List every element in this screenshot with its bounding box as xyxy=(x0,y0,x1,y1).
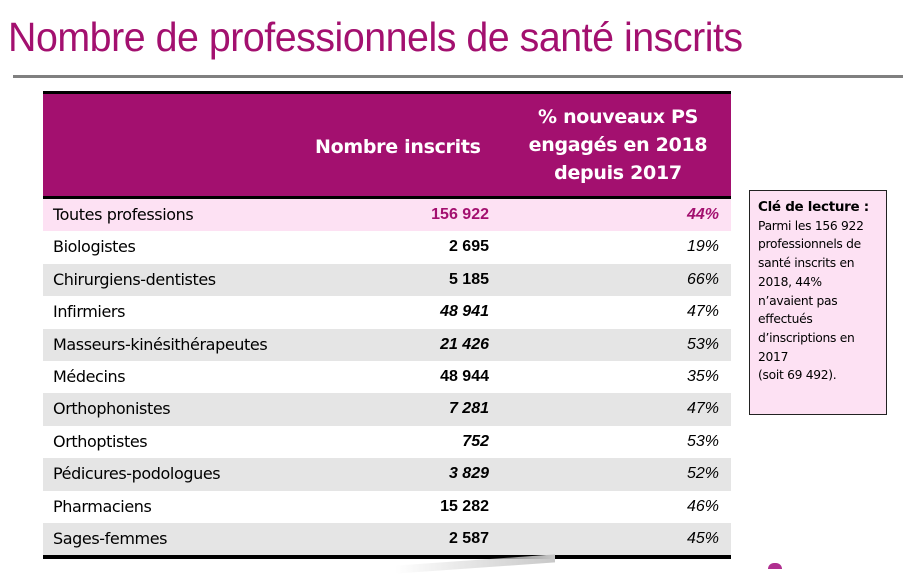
row-count: 5 185 xyxy=(448,270,489,288)
row-name: Médecins xyxy=(53,366,126,386)
row-pct: 47% xyxy=(686,400,719,418)
reading-key-text: Parmi les 156 922 professionnels de sant… xyxy=(758,218,864,383)
table-row: Infirmiers 48 941 47% xyxy=(43,296,731,328)
row-pct: 53% xyxy=(686,432,719,450)
row-count: 156 922 xyxy=(431,206,489,223)
row-count: 2 695 xyxy=(448,238,489,256)
row-count: 48 941 xyxy=(440,303,489,321)
row-count: 7 281 xyxy=(448,400,489,418)
row-pct: 53% xyxy=(686,335,719,353)
header-pct: % nouveaux PS engagés en 2018 depuis 201… xyxy=(528,106,708,184)
table-header: Nombre inscrits % nouveaux PS engagés en… xyxy=(43,94,731,199)
table-row: Chirurgiens-dentistes 5 185 66% xyxy=(43,263,731,297)
row-name: Biologistes xyxy=(53,237,136,257)
row-count: 3 829 xyxy=(448,465,489,483)
table-row: Médecins 48 944 35% xyxy=(43,361,731,393)
row-count: 2 587 xyxy=(448,529,489,547)
table-row: Masseurs-kinésithérapeutes 21 426 53% xyxy=(43,328,731,361)
row-name: Infirmiers xyxy=(53,302,126,322)
row-pct: 66% xyxy=(686,270,719,288)
table-row: Biologistes 2 695 19% xyxy=(43,231,731,263)
table-row: Pédicures-podologues 3 829 52% xyxy=(43,458,731,491)
row-count: 15 282 xyxy=(440,497,489,515)
row-pct: 46% xyxy=(686,497,719,515)
row-name: Orthoptistes xyxy=(53,431,148,451)
row-count: 752 xyxy=(462,432,489,450)
row-name: Toutes professions xyxy=(53,205,194,224)
row-name: Masseurs-kinésithérapeutes xyxy=(53,334,268,354)
row-name: Orthophonistes xyxy=(53,399,171,419)
row-pct: 35% xyxy=(686,367,719,385)
row-pct: 44% xyxy=(686,206,719,223)
row-pct: 19% xyxy=(686,238,719,256)
page-title: Nombre de professionnels de santé inscri… xyxy=(8,14,743,60)
row-name: Chirurgiens-dentistes xyxy=(53,269,216,289)
table-row-total: Toutes professions 156 922 44% xyxy=(43,199,731,232)
row-pct: 47% xyxy=(686,303,719,321)
header-count: Nombre inscrits xyxy=(315,136,481,158)
row-name: Pédicures-podologues xyxy=(53,464,221,484)
table-row: Orthoptistes 752 53% xyxy=(43,426,731,458)
row-count: 48 944 xyxy=(440,367,489,385)
logo-fragment xyxy=(768,563,782,569)
table-row: Orthophonistes 7 281 47% xyxy=(43,393,731,426)
row-name: Pharmaciens xyxy=(53,496,152,516)
professionals-table: Nombre inscrits % nouveaux PS engagés en… xyxy=(43,91,731,560)
table-row: Sages-femmes 2 587 45% xyxy=(43,522,731,556)
row-pct: 45% xyxy=(686,529,719,547)
row-pct: 52% xyxy=(686,465,719,483)
reading-key-title: Clé de lecture : xyxy=(758,199,869,215)
row-name: Sages-femmes xyxy=(53,528,168,548)
table-row: Pharmaciens 15 282 46% xyxy=(43,491,731,523)
title-divider xyxy=(13,75,903,78)
row-count: 21 426 xyxy=(440,335,489,353)
reading-key-box: Clé de lecture : Parmi les 156 922 profe… xyxy=(749,190,887,415)
